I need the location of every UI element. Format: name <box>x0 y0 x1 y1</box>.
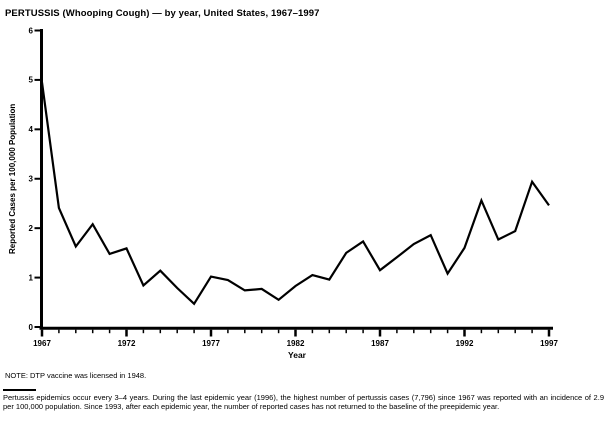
y-tick-label: 1 <box>29 273 34 282</box>
y-tick-label: 3 <box>29 175 34 184</box>
x-axis-title: Year <box>288 350 306 360</box>
note-text: NOTE: DTP vaccine was licensed in 1948. <box>5 371 147 380</box>
x-tick-label: 1972 <box>118 339 136 348</box>
chart-title: PERTUSSIS (Whooping Cough) — by year, Un… <box>5 8 320 19</box>
y-tick-label: 2 <box>29 224 34 233</box>
pertussis-data-line <box>40 82 550 306</box>
y-axis-title: Reported Cases per 100,000 Population <box>8 103 17 254</box>
x-tick-label: 1987 <box>371 339 389 348</box>
x-tick-label: 1997 <box>540 339 558 348</box>
y-tick-label: 4 <box>29 125 34 134</box>
pertussis-line-chart: 0 1 2 3 4 5 6 1967 1972 1977 1982 1987 1992 1997 <box>29 26 559 348</box>
y-tick-label: 5 <box>29 76 34 85</box>
x-tick-label: 1967 <box>33 339 51 348</box>
x-tick-label: 1977 <box>202 339 220 348</box>
footnote-divider <box>3 389 36 391</box>
y-tick-label: 6 <box>29 26 34 35</box>
footnote-text: Pertussis epidemics occur every 3–4 year… <box>3 393 604 411</box>
x-tick-label: 1992 <box>456 339 474 348</box>
x-tick-label: 1982 <box>287 339 305 348</box>
y-tick-label: 0 <box>29 323 34 332</box>
